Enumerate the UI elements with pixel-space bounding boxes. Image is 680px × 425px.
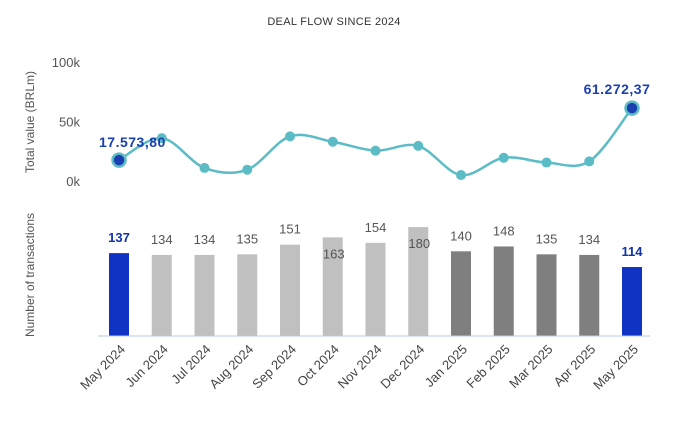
bar <box>408 227 429 336</box>
line-point <box>370 145 381 156</box>
bar <box>237 254 258 336</box>
bar <box>280 244 300 336</box>
bar <box>322 237 343 336</box>
bar <box>109 253 129 336</box>
bar <box>579 254 600 336</box>
bar-value-label: 134 <box>194 232 216 247</box>
bar-value-label: 134 <box>151 232 173 247</box>
x-tick-label: Aug 2024 <box>206 342 256 392</box>
bar-value-label: 163 <box>323 246 345 261</box>
bar <box>194 254 215 336</box>
x-tick-label: Mar 2025 <box>506 342 555 391</box>
total-value-line <box>118 107 633 177</box>
x-tick-label: Jun 2024 <box>122 342 170 390</box>
bar-value-label: 114 <box>622 244 644 259</box>
x-tick-label: Jan 2025 <box>422 342 470 390</box>
bar <box>151 254 172 336</box>
bar-value-label: 148 <box>493 223 515 238</box>
line-y-tick: 100k <box>52 55 81 70</box>
bar-labels: 137 134 134 135 151 163 154 180 140 148 135 134 114 <box>108 220 643 262</box>
bar <box>365 242 386 336</box>
line-points <box>111 100 640 181</box>
line-point <box>156 133 167 144</box>
line-point-highlight <box>111 152 127 168</box>
bar-value-label: 180 <box>408 236 430 251</box>
line-point-label: 17.573,80 <box>99 134 166 150</box>
line-point <box>327 136 338 147</box>
line-point <box>199 162 210 173</box>
line-point-label: 61.272,37 <box>584 81 651 97</box>
line-point-labels: 17.573,80 61.272,37 <box>99 81 650 150</box>
line-y-axis-label: Total value (BRLm) <box>23 71 37 173</box>
line-y-ticks: 0k 50k 100k <box>52 55 81 189</box>
bar-value-label: 151 <box>279 222 301 237</box>
bar-value-label: 140 <box>450 228 472 243</box>
bar-series <box>109 227 642 336</box>
line-point <box>584 156 595 167</box>
bar-value-label: 137 <box>108 230 130 245</box>
x-tick-label: Feb 2025 <box>463 342 512 391</box>
line-y-tick: 0k <box>66 174 80 189</box>
x-tick-label: Nov 2024 <box>335 342 385 392</box>
line-point <box>285 131 295 142</box>
bar <box>622 267 642 336</box>
bar <box>493 246 514 336</box>
x-tick-label: May 2025 <box>590 342 641 393</box>
line-point <box>498 152 509 163</box>
bar-value-label: 134 <box>578 232 600 247</box>
line-point <box>541 157 552 168</box>
line-y-tick: 50k <box>59 115 80 130</box>
x-tick-label: Dec 2024 <box>377 342 427 392</box>
bar <box>451 251 471 336</box>
bar-value-label: 135 <box>236 231 258 246</box>
line-point <box>242 164 253 175</box>
x-tick-label: Sep 2024 <box>249 342 299 392</box>
bar <box>536 254 557 336</box>
bar-value-label: 135 <box>536 231 558 246</box>
bar-y-axis-label: Number of transactions <box>23 213 37 337</box>
line-point <box>456 170 466 181</box>
line-point-highlight <box>624 100 640 116</box>
line-point <box>413 140 424 151</box>
x-tick-label: May 2024 <box>77 342 128 393</box>
chart-title: DEAL FLOW SINCE 2024 <box>267 16 400 28</box>
bar-value-label: 154 <box>365 220 387 235</box>
